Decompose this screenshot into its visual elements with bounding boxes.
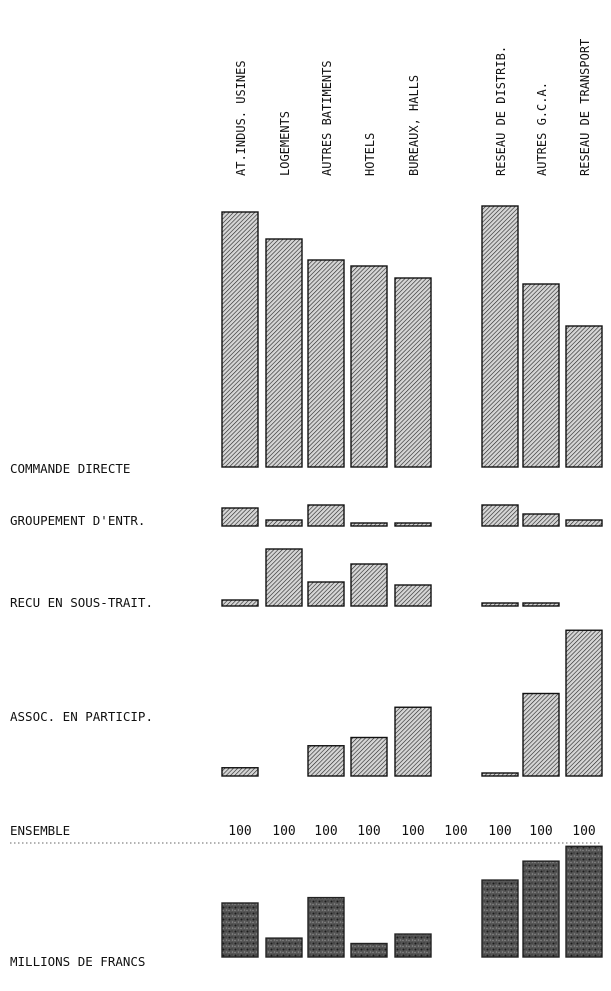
bar-commande-directe-reseau-de-distrib bbox=[481, 205, 519, 468]
bar-groupement-d-entr-reseau-de-distrib bbox=[481, 504, 519, 527]
row-label-recu-en-sous-trait: RECU EN SOUS-TRAIT. bbox=[10, 595, 153, 610]
bar-commande-directe-reseau-de-transport bbox=[565, 325, 603, 468]
bar-recu-en-sous-trait-bureaux-halls bbox=[394, 584, 432, 607]
total-value: 100 bbox=[228, 824, 251, 839]
category-label-at-indus-usines: AT.INDUS. USINES bbox=[234, 60, 248, 176]
bar-groupement-d-entr-at-indus-usines bbox=[221, 507, 259, 527]
category-label-logements: LOGEMENTS bbox=[278, 111, 292, 176]
bar-assoc-en-particip-autres-g-c-a bbox=[522, 692, 560, 777]
row-label-ensemble: ENSEMBLE bbox=[10, 823, 70, 838]
bar-groupement-d-entr-hotels bbox=[350, 522, 388, 527]
bar-assoc-en-particip-reseau-de-transport bbox=[565, 629, 603, 777]
category-label-reseau-de-distrib: RESEAU DE DISTRIB. bbox=[494, 46, 508, 176]
bar-assoc-en-particip-autres-batiments bbox=[307, 745, 345, 777]
bar-recu-en-sous-trait-autres-g-c-a bbox=[522, 602, 560, 607]
series-groupement-d-entr bbox=[221, 504, 603, 527]
bar-assoc-en-particip-at-indus-usines bbox=[221, 767, 259, 777]
total-value: 100 bbox=[572, 824, 595, 839]
bar-recu-en-sous-trait-hotels bbox=[350, 563, 388, 607]
total-value: 100 bbox=[488, 824, 511, 839]
bar-commande-directe-autres-g-c-a bbox=[522, 283, 560, 468]
bar-commande-directe-logements bbox=[265, 238, 303, 468]
total-value: 100 bbox=[314, 824, 337, 839]
category-labels: AT.INDUS. USINES LOGEMENTS AUTRES BATIMENT… bbox=[234, 39, 592, 176]
totals-row: ENSEMBLE 100 100 100 100 100 100 100 100 100 bbox=[10, 823, 600, 844]
bar-groupement-d-entr-bureaux-halls bbox=[394, 522, 432, 527]
bar-recu-en-sous-trait-reseau-de-distrib bbox=[481, 602, 519, 607]
total-value: 100 bbox=[529, 824, 552, 839]
bar-millions-de-francs-logements bbox=[265, 937, 303, 958]
bar-millions-de-francs-autres-batiments bbox=[307, 896, 345, 958]
total-value: 100 bbox=[401, 824, 424, 839]
bar-rows bbox=[221, 205, 603, 958]
bar-assoc-en-particip-reseau-de-distrib bbox=[481, 772, 519, 777]
total-value: 100 bbox=[357, 824, 380, 839]
total-value: 100 bbox=[272, 824, 295, 839]
bar-groupement-d-entr-reseau-de-transport bbox=[565, 519, 603, 527]
bar-millions-de-francs-reseau-de-transport bbox=[565, 845, 603, 958]
bar-groupement-d-entr-autres-batiments bbox=[307, 504, 345, 527]
bar-millions-de-francs-reseau-de-distrib bbox=[481, 879, 519, 958]
category-label-hotels: HOTELS bbox=[363, 133, 377, 176]
category-label-reseau-de-transport: RESEAU DE TRANSPORT bbox=[578, 39, 592, 176]
bar-recu-en-sous-trait-autres-batiments bbox=[307, 581, 345, 607]
category-label-autres-batiments: AUTRES BATIMENTS bbox=[320, 60, 334, 176]
series-assoc-en-particip bbox=[221, 629, 603, 777]
bar-groupement-d-entr-logements bbox=[265, 519, 303, 527]
bar-recu-en-sous-trait-at-indus-usines bbox=[221, 599, 259, 607]
bar-assoc-en-particip-hotels bbox=[350, 736, 388, 777]
bar-recu-en-sous-trait-logements bbox=[265, 548, 303, 607]
series-commande-directe bbox=[221, 205, 603, 468]
bar-commande-directe-hotels bbox=[350, 265, 388, 468]
bar-commande-directe-bureaux-halls bbox=[394, 277, 432, 468]
bar-assoc-en-particip-bureaux-halls bbox=[394, 706, 432, 777]
row-labels: COMMANDE DIRECTE GROUPEMENT D'ENTR. RECU E… bbox=[10, 461, 153, 969]
series-recu-en-sous-trait bbox=[221, 548, 560, 607]
bar-millions-de-francs-hotels bbox=[350, 942, 388, 958]
series-millions-de-francs bbox=[221, 845, 603, 958]
category-label-bureaux-halls: BUREAUX, HALLS bbox=[407, 75, 421, 176]
bar-millions-de-francs-at-indus-usines bbox=[221, 902, 259, 958]
bar-millions-de-francs-autres-g-c-a bbox=[522, 860, 560, 958]
bar-commande-directe-autres-batiments bbox=[307, 259, 345, 468]
bar-groupement-d-entr-autres-g-c-a bbox=[522, 513, 560, 527]
bar-commande-directe-at-indus-usines bbox=[221, 211, 259, 468]
row-label-millions-de-francs: MILLIONS DE FRANCS bbox=[10, 954, 145, 969]
total-value: 100 bbox=[444, 824, 467, 839]
row-label-assoc-en-particip: ASSOC. EN PARTICIP. bbox=[10, 709, 153, 724]
bar-millions-de-francs-bureaux-halls bbox=[394, 933, 432, 958]
row-label-commande-directe: COMMANDE DIRECTE bbox=[10, 461, 130, 476]
row-label-groupement-d-entr: GROUPEMENT D'ENTR. bbox=[10, 513, 145, 528]
category-label-autres-g-c-a: AUTRES G.C.A. bbox=[535, 82, 549, 176]
